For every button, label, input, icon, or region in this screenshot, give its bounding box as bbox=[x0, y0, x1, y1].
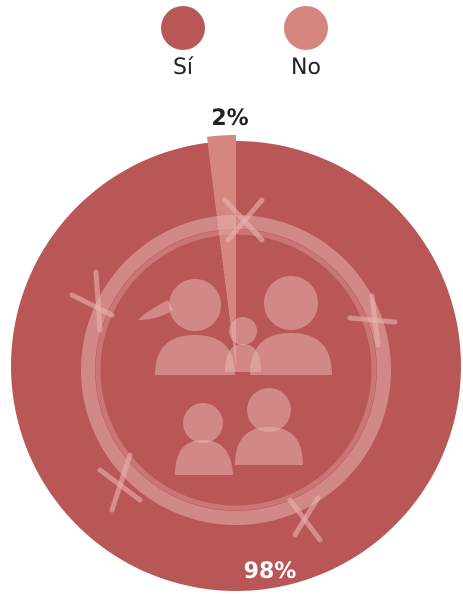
illustration bbox=[69, 197, 398, 543]
legend: Sí No bbox=[161, 6, 328, 80]
pie-slice bbox=[207, 135, 236, 366]
legend-swatch bbox=[284, 6, 328, 50]
value-label: 98% bbox=[244, 559, 297, 584]
value-label: 2% bbox=[211, 106, 248, 131]
legend-swatch bbox=[161, 6, 205, 50]
legend-label: No bbox=[291, 55, 321, 80]
legend-label: Sí bbox=[173, 55, 194, 80]
